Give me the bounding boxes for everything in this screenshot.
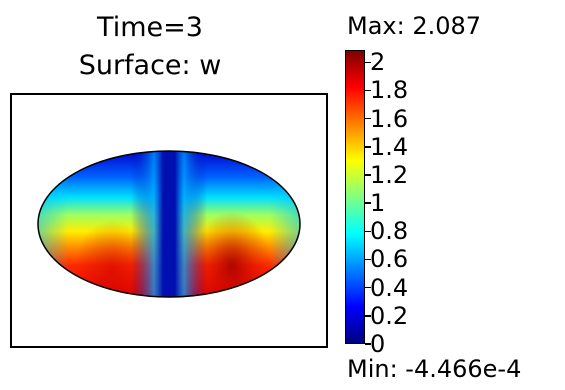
colorbar-tick (365, 174, 371, 176)
colorbar-tick (365, 202, 371, 204)
colorbar-min-label: Min: -4.466e-4 (347, 355, 522, 383)
colorbar-tick (365, 146, 371, 148)
colorbar-tick (365, 117, 371, 120)
plot-title-time: Time=3 (97, 12, 203, 43)
colorbar-tick-label: 1.6 (370, 104, 409, 133)
colorbar-max-label: Max: 2.087 (347, 12, 482, 40)
colorbar-tick-label: 1.2 (370, 160, 409, 189)
colorbar-tick-label: 0.2 (370, 301, 409, 330)
colorbar-tick (365, 315, 371, 317)
colorbar-tick-label: 0 (370, 329, 386, 358)
colorbar-tick-label: 0.8 (370, 217, 409, 246)
colorbar-tick (365, 286, 371, 289)
colorbar-tick-label: 0.6 (370, 245, 409, 274)
colorbar-tick-label: 1.4 (370, 132, 409, 161)
colorbar-tick (365, 343, 371, 345)
colorbar-tick-label: 1.8 (370, 76, 409, 105)
plot-title-surface: Surface: w (78, 50, 222, 81)
colorbar-tick (365, 258, 371, 261)
surface-plot (37, 150, 301, 298)
colorbar-tick-label: 1 (370, 189, 386, 218)
colorbar-tick-label: 0.4 (370, 273, 409, 302)
colorbar-tick (365, 230, 371, 232)
plot-area (10, 93, 328, 348)
colorbar-tick (365, 89, 371, 92)
colorbar-tick (365, 61, 371, 63)
colorbar-tick-label: 2 (370, 48, 386, 77)
colorbar (345, 50, 365, 344)
